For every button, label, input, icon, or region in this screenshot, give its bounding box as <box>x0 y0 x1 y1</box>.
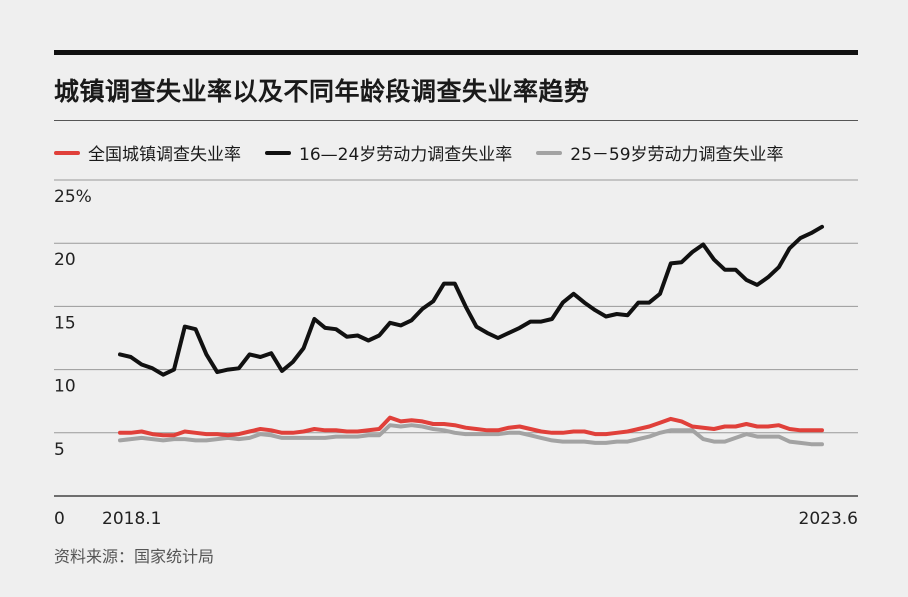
legend-label-25-59: 25－59岁劳动力调查失业率 <box>570 145 784 165</box>
legend-swatch-national <box>54 150 80 155</box>
x-tick-label-start: 2018.1 <box>102 509 161 529</box>
legend-swatch-25-59 <box>536 150 563 155</box>
chart-title: 城镇调查失业率以及不同年龄段调查失业率趋势 <box>54 77 590 106</box>
y-tick-label-20: 20 <box>54 250 76 270</box>
legend-label-16-24: 16—24岁劳动力调查失业率 <box>299 145 513 165</box>
legend-swatch-16-24 <box>265 150 291 155</box>
legend-item-25-59: 25－59岁劳动力调查失业率 <box>536 140 784 165</box>
legend: 全国城镇调查失业率 16—24岁劳动力调查失业率 25－59岁劳动力调查失业率 <box>54 140 808 165</box>
y-tick-label-25: 25% <box>54 187 92 207</box>
series-line-25-59 <box>118 423 824 447</box>
y-tick-label-15: 15 <box>54 313 76 333</box>
y-tick-label-5: 5 <box>54 440 65 460</box>
y-tick-label-0: 0 <box>54 509 65 529</box>
legend-item-national: 全国城镇调查失业率 <box>54 140 241 165</box>
legend-item-16-24: 16—24岁劳动力调查失业率 <box>265 140 512 165</box>
source-note: 资料来源：国家统计局 <box>54 547 215 566</box>
top-bar <box>54 50 858 55</box>
y-tick-label-10: 10 <box>54 377 76 397</box>
title-rule <box>54 120 858 121</box>
legend-label-national: 全国城镇调查失业率 <box>88 145 241 165</box>
x-tick-label-end: 2023.6 <box>799 509 858 529</box>
series-line-16-24 <box>118 224 824 377</box>
series-line-national <box>118 415 824 438</box>
